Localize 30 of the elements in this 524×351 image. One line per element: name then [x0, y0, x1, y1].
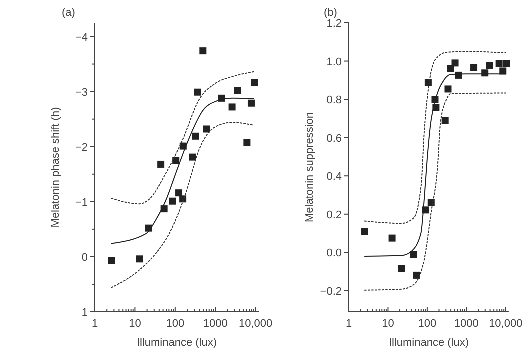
y-tick-label: −4: [75, 32, 88, 44]
y-axis-title: Melatonin phase shift (h): [50, 107, 62, 228]
y-tick-label: 0.0: [326, 248, 342, 260]
y-tick-label: 0: [82, 252, 88, 264]
y-tick-label: 1: [82, 307, 88, 319]
x-tick-label: 100: [166, 318, 185, 330]
y-tick-label: 1.0: [326, 56, 342, 68]
x-axis-title: Illuminance (lux): [388, 337, 470, 349]
y-tick-label: 0.6: [326, 132, 342, 145]
x-tick-label: 10,000: [238, 318, 273, 330]
x-tick-label: 10,000: [489, 318, 523, 330]
y-tick-label: 0.2: [326, 209, 342, 222]
y-tick-label: 1.2: [326, 18, 342, 30]
x-axis-title: Illuminance (lux): [136, 337, 218, 349]
x-tick-label: 1: [346, 318, 352, 330]
x-tick-label: 1000: [203, 318, 228, 330]
chart-title: (b): [324, 7, 338, 19]
x-tick-label: 10: [129, 318, 142, 330]
y-tick-label: 0.8: [326, 94, 342, 107]
x-tick-label: 1000: [454, 318, 479, 330]
y-tick-label: −0.2: [320, 286, 342, 298]
x-tick-label: 10: [382, 318, 394, 330]
x-tick-label: 100: [418, 318, 437, 330]
y-tick-label: −3: [75, 86, 88, 99]
y-tick-label: −1: [75, 196, 88, 209]
y-axis-title: Melatonin suppression: [304, 112, 316, 223]
x-tick-label: 1: [92, 318, 98, 330]
y-tick-label: −2: [75, 142, 88, 154]
chart-title: (a): [62, 7, 76, 19]
y-tick-label: 0.4: [326, 171, 342, 184]
